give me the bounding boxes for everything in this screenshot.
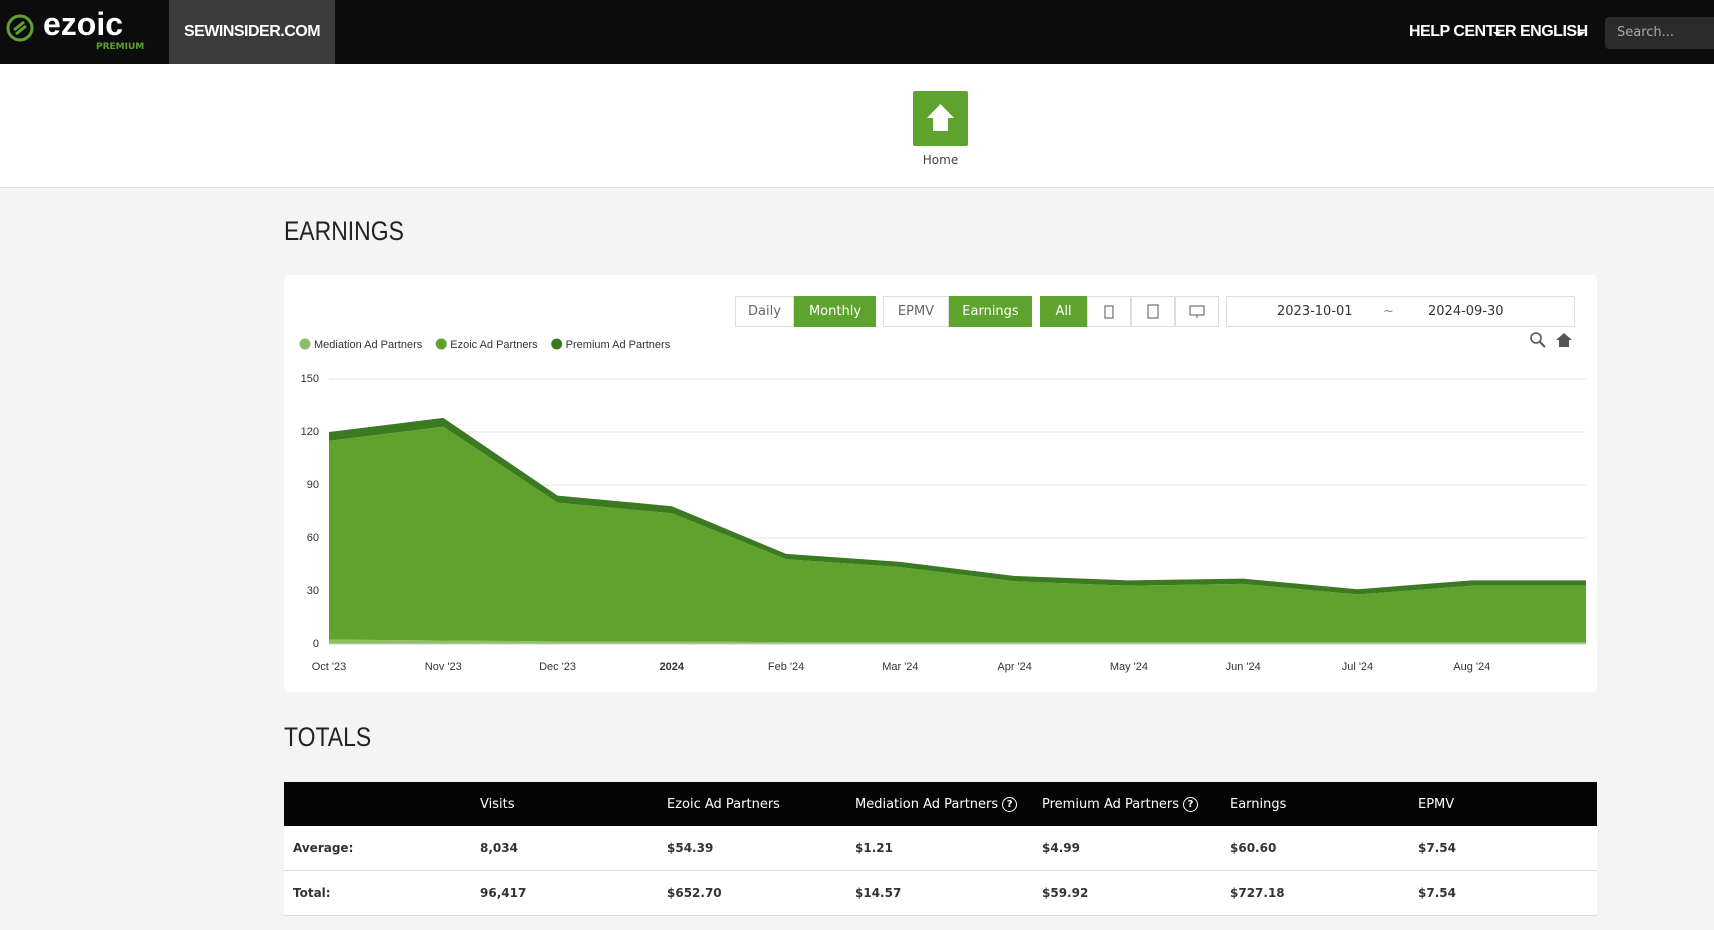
device-button[interactable] [1087,296,1131,327]
period-button[interactable]: Monthly [794,296,876,327]
row-label: Total: [293,886,331,900]
column-label: Earnings [1230,796,1287,812]
table-row: Average: 8,034 $54.39 $1.21 $4.99 $60.60 $7.54 [284,826,1597,871]
column-header: Earnings [1230,782,1286,826]
home-label: Home [922,153,959,167]
phone-icon [1104,305,1114,318]
device-button[interactable]: All [1040,296,1087,327]
table-cell: 96,417 [480,886,527,900]
date-from: 2023-10-01 [1277,304,1353,319]
column-header: Visits [480,782,514,826]
site-name: SEWINSIDER.COM [183,23,321,40]
help-center[interactable]: HELP CENTER [1409,23,1517,40]
search[interactable]: Search... [1605,17,1714,49]
help-icon[interactable]: ? [1002,796,1018,812]
table-cell: $59.92 [1042,886,1089,900]
caret [1493,32,1501,40]
table-row: Total: 96,417 $652.70 $14.57 $59.92 $727.18 $7… [284,871,1597,916]
column-label: Mediation Ad Partners [855,796,999,812]
table-cell: $7.54 [1418,841,1456,855]
column-header: Premium Ad Partners? [1042,782,1199,826]
column-header: Mediation Ad Partners? [855,782,1018,826]
home-icon [927,104,954,131]
logo[interactable]: ezoic [43,6,124,42]
table-cell: $652.70 [667,886,722,900]
metric-button[interactable]: Earnings [949,296,1032,327]
column-label: Premium Ad Partners [1042,796,1180,812]
caret [1577,32,1585,40]
metric-button[interactable]: EPMV [883,296,949,327]
navbar: ezoic PREMIUM SEWINSIDER.COM HELP CENTER… [0,0,1714,64]
table-cell: $1.21 [855,841,893,855]
tablet-icon [1147,304,1159,319]
table-cell: $7.54 [1418,886,1456,900]
date-range[interactable]: 2023-10-01 ~ 2024-09-30 [1226,296,1575,327]
column-label: EPMV [1418,796,1455,812]
logo-icon [6,14,34,42]
table-cell: $4.99 [1042,841,1080,855]
table-cell: 8,034 [480,841,518,855]
column-header: EPMV [1418,782,1454,826]
column-label: Visits [480,796,515,812]
language[interactable]: ENGLISH [1520,23,1588,40]
home-bar: Home [0,64,1714,188]
section-title: TOTALS [284,722,372,752]
device-button[interactable] [1131,296,1175,327]
column-header: Ezoic Ad Partners [667,782,780,826]
row-label: Average: [293,841,354,855]
home-button[interactable] [913,91,968,146]
help-icon[interactable]: ? [1183,796,1199,812]
table-cell: $60.60 [1230,841,1277,855]
date-to: 2024-09-30 [1428,304,1504,319]
date-sep: ~ [1383,304,1394,319]
site-tab[interactable]: SEWINSIDER.COM [169,0,335,64]
section-title: EARNINGS [284,216,404,246]
table-cell: $54.39 [667,841,714,855]
device-button[interactable] [1175,296,1219,327]
table-header: Visits Ezoic Ad Partners Mediation Ad Part… [284,782,1597,826]
table-cell: $727.18 [1230,886,1285,900]
period-button[interactable]: Daily [735,296,794,327]
column-label: Ezoic Ad Partners [667,796,780,812]
chart-card [284,275,1597,692]
desktop-icon [1189,305,1205,318]
table-cell: $14.57 [855,886,902,900]
logo-sub: PREMIUM [96,42,145,52]
totals-table: Visits Ezoic Ad Partners Mediation Ad Part… [284,782,1597,916]
